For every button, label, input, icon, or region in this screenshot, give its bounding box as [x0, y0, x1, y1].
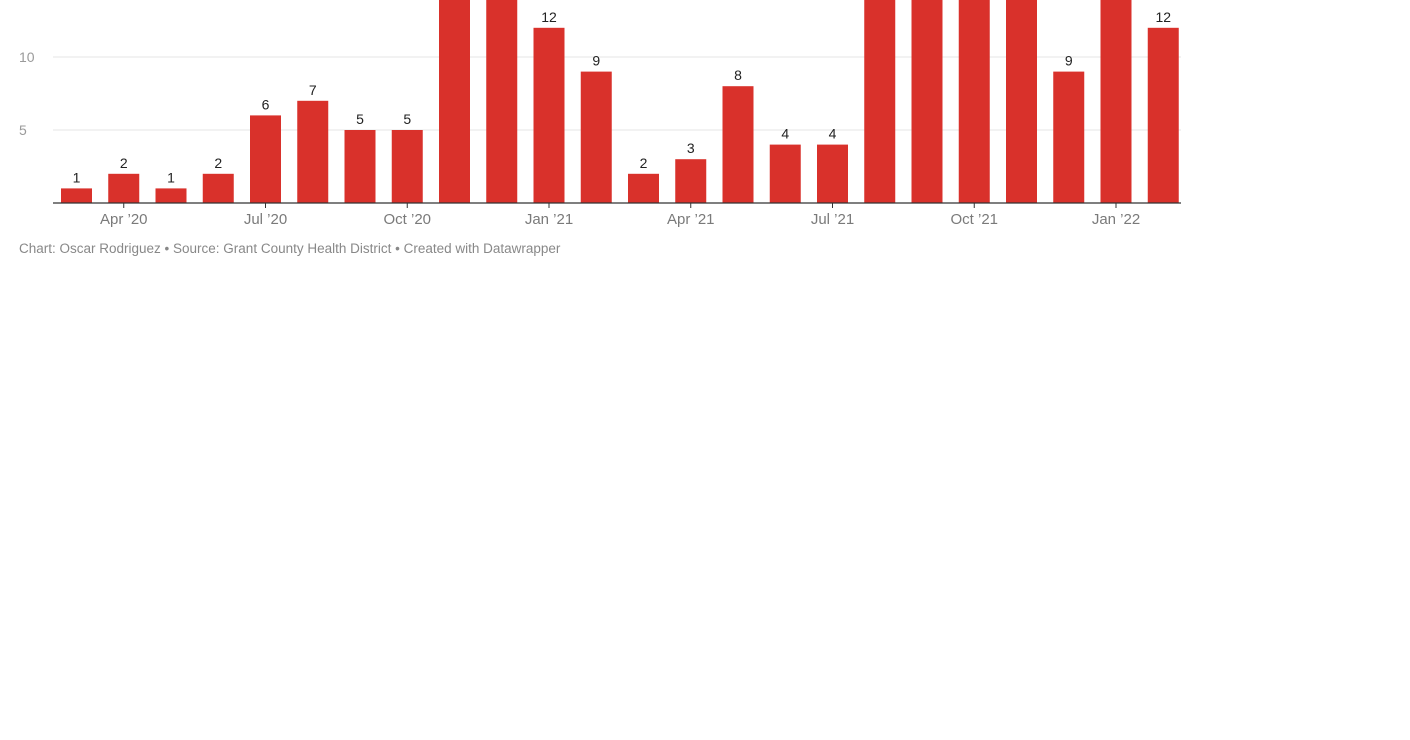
- bar: [628, 173, 659, 203]
- bar-data-label: 2: [120, 155, 128, 171]
- bar-data-label: 1: [73, 169, 81, 185]
- bar: [817, 144, 848, 203]
- bar-data-label: 5: [356, 111, 364, 127]
- bar: [1006, 0, 1037, 203]
- x-tick-label: Oct ’21: [950, 211, 998, 228]
- x-tick-label: Jan ’22: [1092, 211, 1140, 228]
- bar: [202, 173, 234, 203]
- bar-data-label: 1: [167, 169, 175, 185]
- x-tick-label: Jul ’21: [811, 211, 854, 228]
- bar: [250, 115, 281, 203]
- x-tick-label: Jan ’21: [525, 211, 573, 228]
- bar: [297, 100, 329, 203]
- bar-data-label: 12: [541, 9, 557, 25]
- bar-data-label: 6: [262, 96, 270, 112]
- bar-data-label: 2: [214, 155, 222, 171]
- bar: [580, 71, 612, 203]
- bar: [1100, 0, 1132, 203]
- bar: [864, 0, 896, 203]
- x-tick-label: Oct ’20: [383, 211, 431, 228]
- bar: [155, 188, 187, 203]
- bar-data-label: 12: [1155, 9, 1171, 25]
- bar-data-label: 3: [687, 140, 695, 156]
- y-tick-label: 5: [19, 122, 27, 138]
- x-tick-label: Apr ’20: [100, 211, 148, 228]
- bar-data-label: 4: [781, 126, 789, 142]
- bar-data-label: 7: [309, 82, 317, 98]
- bar: [533, 27, 565, 203]
- bar: [439, 0, 470, 203]
- x-tick-label: Jul ’20: [244, 211, 287, 228]
- bar: [486, 0, 518, 203]
- x-tick-label: Apr ’21: [667, 211, 715, 228]
- bar-data-label: 8: [734, 67, 742, 83]
- bar-data-label: 9: [592, 53, 600, 69]
- bar: [344, 130, 376, 203]
- bar: [675, 159, 707, 203]
- bar: [769, 144, 801, 203]
- bar: [911, 0, 943, 203]
- bar-data-label: 5: [403, 111, 411, 127]
- bar: [1053, 71, 1085, 203]
- bar-layer: [61, 0, 1179, 203]
- bar: [391, 130, 423, 203]
- bar-data-label: 4: [829, 126, 837, 142]
- bar: [722, 86, 754, 203]
- bar: [61, 188, 92, 203]
- bar: [1147, 27, 1179, 203]
- x-axis: Apr ’20 Jul ’20 Oct ’20 Jan ’21 Apr ’21 Jul ’…: [53, 202, 1181, 228]
- bar-data-label: 2: [640, 155, 648, 171]
- y-tick-label: 10: [19, 49, 35, 65]
- bar-data-label: 9: [1065, 53, 1073, 69]
- bar: [958, 0, 990, 203]
- chart-credits: Chart: Oscar Rodriguez • Source: Grant C…: [19, 241, 561, 256]
- bar: [108, 173, 140, 203]
- grid-layer: 5 10: [19, 49, 1181, 138]
